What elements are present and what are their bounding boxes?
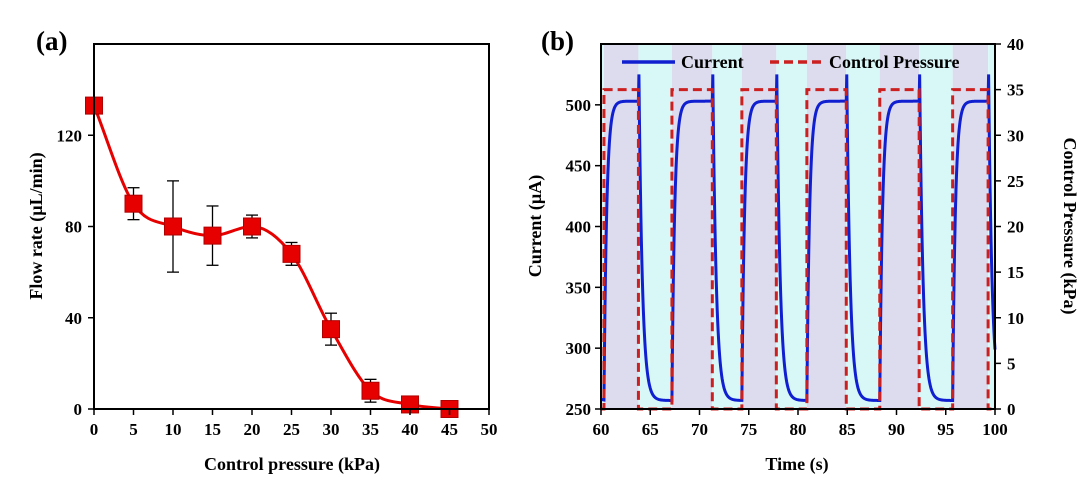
x-tick-label: 80 — [790, 420, 807, 439]
panel-b-legend: Current Control Pressure — [622, 52, 960, 72]
x-tick-label: 45 — [441, 420, 458, 439]
x-tick-label: 95 — [937, 420, 954, 439]
x-tick-label: 20 — [244, 420, 261, 439]
x-tick-label: 65 — [642, 420, 659, 439]
data-point-marker — [322, 320, 340, 339]
x-tick-label: 50 — [481, 420, 498, 439]
x-tick-label: 15 — [204, 420, 221, 439]
pressure-off-band — [638, 44, 672, 409]
panel-a-label: (a) — [36, 26, 67, 56]
data-point-marker — [361, 381, 380, 400]
right-y-tick-label: 20 — [1007, 218, 1024, 237]
data-point-marker — [282, 244, 301, 263]
x-tick-label: 30 — [323, 420, 340, 439]
current-trace — [600, 74, 997, 402]
legend-current-label: Current — [681, 52, 744, 72]
y-tick-label: 120 — [57, 126, 83, 145]
right-y-tick-label: 40 — [1007, 35, 1024, 54]
panel-a-plot-frame — [93, 43, 490, 410]
panel-a-y-axis-title: Flow rate (µL/min) — [26, 152, 47, 299]
x-tick-label: 85 — [839, 420, 856, 439]
left-y-tick-label: 400 — [566, 218, 592, 237]
right-y-tick-label: 0 — [1007, 400, 1016, 419]
right-y-tick-label: 35 — [1007, 81, 1024, 100]
y-tick-label: 80 — [65, 218, 82, 237]
left-y-tick-label: 500 — [566, 96, 592, 115]
panel-b: (b) 60 65 70 75 80 85 90 95 10025030035040045050… — [525, 26, 1080, 475]
left-y-tick-label: 350 — [566, 278, 592, 297]
pressure-on-band — [671, 44, 713, 409]
x-tick-label: 70 — [691, 420, 708, 439]
panel-a: (a) 0 5 10 15 20 25 30 35 40 45 50 0 40 80 120 Control… — [26, 26, 498, 475]
left-y-tick-label: 300 — [566, 339, 592, 358]
pressure-off-band — [919, 44, 953, 409]
panel-b-label: (b) — [541, 26, 574, 56]
pressure-on-band — [741, 44, 777, 409]
panel-a-x-axis-title: Control pressure (kPa) — [204, 454, 380, 475]
right-y-tick-label: 5 — [1007, 354, 1016, 373]
legend-control-pressure-label: Control Pressure — [829, 52, 960, 72]
panel-b-right-y-axis-title: Control Pressure (kPa) — [1059, 138, 1080, 315]
left-y-tick-label: 450 — [566, 157, 592, 176]
right-y-tick-label: 30 — [1007, 126, 1024, 145]
data-point-marker — [164, 217, 182, 236]
data-point-marker — [243, 217, 261, 236]
pressure-on-band — [952, 44, 989, 409]
left-y-tick-label: 250 — [566, 400, 592, 419]
x-tick-label: 0 — [90, 420, 99, 439]
pressure-on-band — [603, 44, 639, 409]
pressure-off-band — [846, 44, 880, 409]
right-y-tick-label: 25 — [1007, 172, 1024, 191]
x-tick-label: 35 — [362, 420, 379, 439]
right-y-tick-label: 15 — [1007, 263, 1024, 282]
pressure-on-band — [806, 44, 847, 409]
data-point-marker — [124, 194, 143, 213]
pressure-off-band — [712, 44, 742, 409]
x-tick-label: 100 — [982, 420, 1008, 439]
panel-b-left-y-axis-title: Current (µA) — [525, 175, 546, 278]
data-point-marker — [203, 226, 222, 245]
y-tick-label: 0 — [74, 400, 83, 419]
x-tick-label: 60 — [593, 420, 610, 439]
x-tick-label: 10 — [165, 420, 182, 439]
right-y-tick-label: 10 — [1007, 309, 1024, 328]
panel-b-x-axis-title: Time (s) — [765, 454, 828, 475]
y-tick-label: 40 — [65, 309, 82, 328]
x-tick-label: 75 — [740, 420, 757, 439]
x-tick-label: 90 — [888, 420, 905, 439]
flow-rate-curve — [92, 105, 450, 411]
pressure-on-band — [879, 44, 920, 409]
pressure-off-band — [776, 44, 807, 409]
x-tick-label: 5 — [129, 420, 138, 439]
x-tick-label: 25 — [283, 420, 300, 439]
x-tick-label: 40 — [402, 420, 419, 439]
